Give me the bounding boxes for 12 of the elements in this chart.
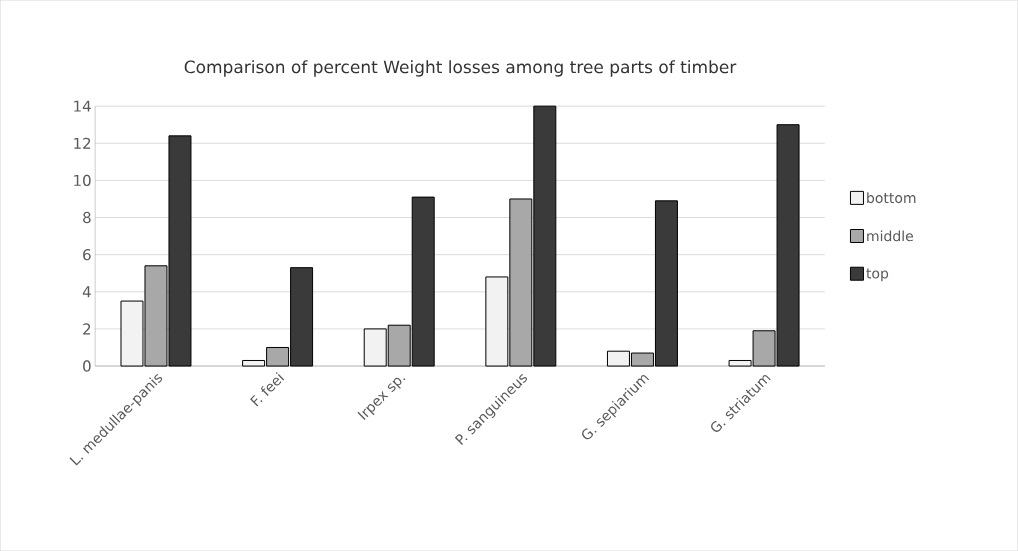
y-tick-label: 10 [74, 174, 91, 187]
y-tick-label: 2 [83, 323, 91, 335]
legend-label: bottom [867, 192, 916, 204]
chart-title: Comparison of percent Weight losses among tree parts of timber [184, 60, 737, 77]
y-tick-label: 14 [74, 100, 91, 112]
y-tick-label: 12 [74, 137, 91, 149]
legend-label: top [866, 268, 889, 282]
y-tick-label: 4 [82, 286, 91, 298]
y-tick-label: 0 [83, 360, 91, 372]
legend-label: middle [867, 230, 914, 242]
y-tick-label: 6 [83, 248, 91, 261]
y-tick-label: 8 [83, 211, 91, 224]
